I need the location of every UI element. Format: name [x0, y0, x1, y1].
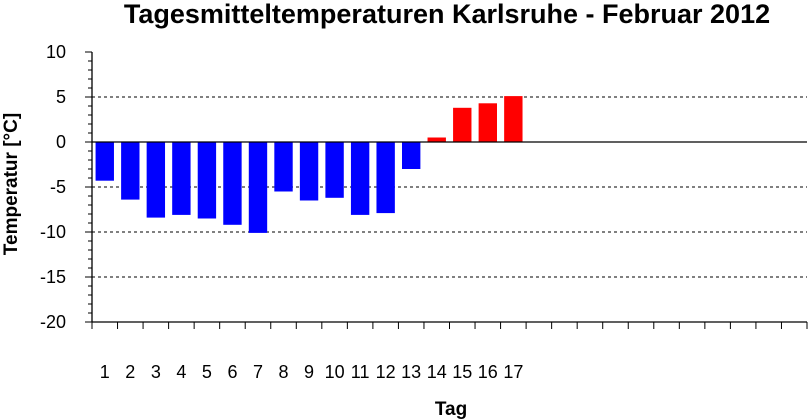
grid-lines: [92, 96, 807, 278]
y-tick-label: 5: [56, 87, 66, 107]
bar-day-14: [427, 137, 446, 142]
bar-day-17: [504, 96, 523, 142]
bar-day-15: [453, 107, 472, 142]
bar-day-3: [146, 142, 166, 218]
y-tick-label: -10: [40, 222, 66, 242]
x-tick-labels: 1 2 3 4 5 6 7 8 9 10 11 12 13 14 15 16 17: [100, 362, 524, 382]
y-tick-label: -15: [40, 267, 66, 287]
x-tick-label: 4: [176, 362, 186, 382]
x-tick-label: 16: [478, 362, 498, 382]
bar-day-8: [274, 142, 293, 192]
x-tick-label: 15: [452, 362, 472, 382]
axes: [85, 51, 808, 329]
x-tick-label: 3: [151, 362, 161, 382]
bar-day-12: [376, 142, 395, 214]
x-tick-label: 12: [376, 362, 396, 382]
chart-title: Tagesmitteltemperaturen Karlsruhe - Febr…: [124, 0, 770, 29]
x-axis-title: Tag: [435, 399, 467, 420]
x-tick-label: 10: [325, 362, 345, 382]
y-tick-labels: 10 5 0 -5 -10 -15 -20: [40, 42, 66, 332]
x-tick-label: 14: [427, 362, 447, 382]
y-tick-label: -20: [40, 312, 66, 332]
bar-day-13: [402, 142, 421, 169]
bar-day-5: [197, 142, 217, 219]
bar-day-7: [248, 142, 268, 233]
y-tick-label: 10: [46, 42, 66, 62]
x-tick-label: 5: [202, 362, 212, 382]
bar-day-1: [95, 142, 114, 181]
x-tick-label: 8: [279, 362, 289, 382]
bars: [95, 96, 523, 233]
x-tick-label: 11: [351, 362, 370, 382]
bar-day-4: [172, 142, 191, 215]
x-tick-label: 2: [125, 362, 135, 382]
x-tick-label: 1: [100, 362, 110, 382]
bar-day-11: [350, 142, 370, 215]
bar-day-9: [299, 142, 319, 201]
x-tick-label: 13: [401, 362, 421, 382]
y-axis-title: Temperatur [°C]: [1, 113, 22, 255]
bar-day-16: [478, 103, 497, 142]
y-tick-label: -5: [50, 177, 66, 197]
x-tick-label: 6: [227, 362, 237, 382]
y-tick-label: 0: [56, 132, 66, 152]
bar-day-6: [223, 142, 242, 225]
x-tick-label: 17: [503, 362, 523, 382]
x-tick-label: 9: [304, 362, 314, 382]
bar-day-2: [121, 142, 140, 200]
x-tick-label: 7: [253, 362, 263, 382]
bar-day-10: [325, 142, 344, 198]
